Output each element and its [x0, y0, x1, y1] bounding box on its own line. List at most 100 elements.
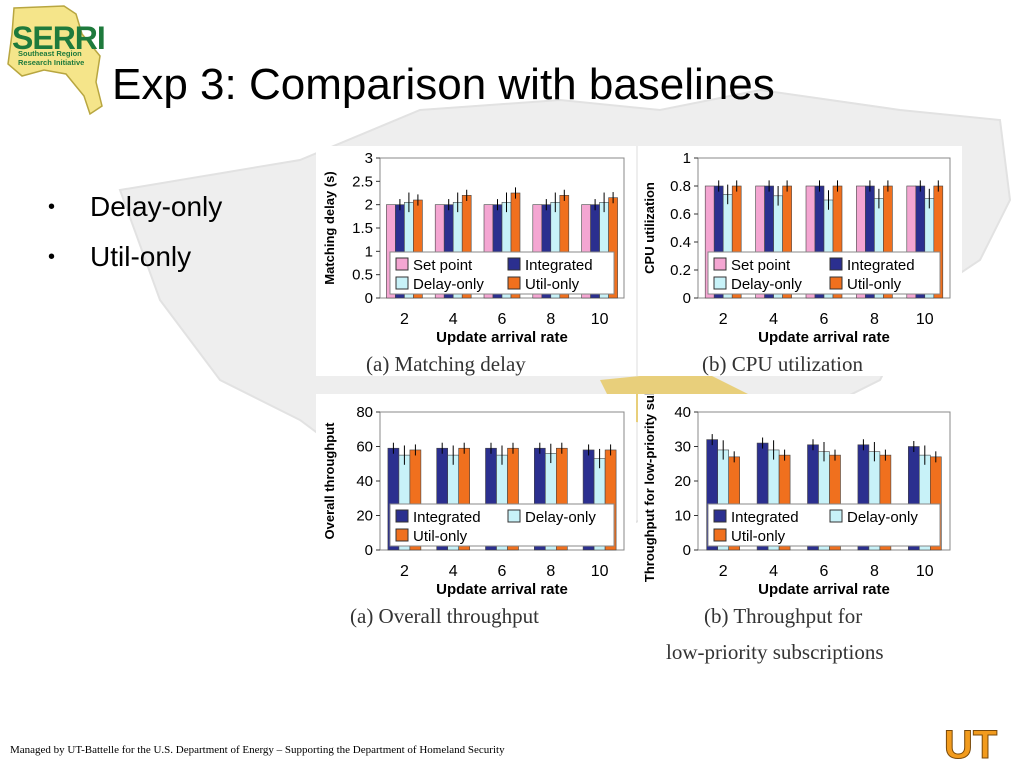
legend-label: Util-only: [413, 528, 468, 545]
y-tick-label: 60: [356, 439, 373, 456]
bullet-item: • Delay-only: [48, 182, 222, 232]
y-axis-label: Overall throughput: [322, 422, 337, 540]
y-tick-label: 0.4: [670, 234, 691, 251]
y-tick-label: 0: [683, 290, 691, 307]
x-axis-label: Update arrival rate: [436, 581, 568, 598]
x-tick-label: 6: [820, 311, 829, 328]
x-tick-label: 8: [870, 563, 879, 580]
x-tick-label: 2: [400, 563, 409, 580]
legend-swatch: [713, 257, 727, 271]
legend-label: Set point: [731, 257, 791, 274]
legend-swatch: [395, 276, 409, 290]
legend-label: Integrated: [525, 257, 593, 274]
x-tick-label: 6: [498, 563, 507, 580]
y-tick-label: 40: [674, 404, 691, 421]
x-tick-label: 4: [769, 563, 778, 580]
bullet-list: • Delay-only • Util-only: [48, 182, 222, 282]
y-tick-label: 40: [356, 473, 373, 490]
caption-throughput-low-priority-2: low-priority subscriptions: [666, 640, 884, 664]
legend-swatch: [829, 257, 843, 271]
legend-label: Delay-only: [413, 276, 484, 293]
legend-box: [389, 503, 615, 547]
bullet-text: Delay-only: [90, 191, 223, 222]
footer-text: Managed by UT-Battelle for the U.S. Depa…: [10, 744, 505, 756]
y-tick-label: 0: [365, 290, 373, 307]
bullet-item: • Util-only: [48, 232, 222, 282]
x-tick-label: 4: [449, 563, 458, 580]
y-tick-label: 0.2: [670, 262, 691, 279]
legend-label: Delay-only: [847, 509, 918, 526]
y-tick-label: 0.5: [352, 267, 373, 284]
y-tick-label: 1: [683, 150, 691, 167]
x-tick-label: 8: [546, 311, 555, 328]
legend-label: Util-only: [731, 528, 786, 545]
legend-swatch: [395, 257, 409, 271]
legend-swatch: [507, 276, 521, 290]
y-tick-label: 0: [683, 542, 691, 559]
legend-box: [389, 251, 615, 295]
legend-swatch: [395, 528, 409, 542]
ut-logo-text: UT: [944, 723, 997, 764]
y-tick-label: 0: [365, 542, 373, 559]
y-tick-label: 10: [674, 508, 691, 525]
legend-label: Delay-only: [731, 276, 802, 293]
y-axis-label: Throughput for low-priority subs: [642, 394, 657, 582]
y-tick-label: 1: [365, 243, 373, 260]
y-tick-label: 20: [356, 508, 373, 525]
slide-title: Exp 3: Comparison with baselines: [112, 60, 775, 109]
y-tick-label: 3: [365, 150, 373, 167]
x-tick-label: 2: [719, 563, 728, 580]
x-tick-label: 2: [400, 311, 409, 328]
legend-label: Util-only: [525, 276, 580, 293]
legend-swatch: [507, 257, 521, 271]
legend-label: Integrated: [731, 509, 799, 526]
legend-swatch: [829, 276, 843, 290]
legend-swatch: [829, 509, 843, 523]
matching-delay-chart: 0 0.5 1 1.5 2 2.5 3 Matching delay (s) 2 4 6 8 10 Upd…: [316, 146, 636, 376]
bullet-text: Util-only: [90, 241, 192, 272]
legend-swatch: [395, 509, 409, 523]
y-tick-label: 0.8: [670, 178, 691, 195]
low-priority-throughput-chart: 0 10 20 30 40 Throughput for low-priority sub…: [638, 394, 962, 604]
bullet-dot-icon: •: [48, 195, 56, 218]
logo-text: SERRI: [12, 20, 106, 56]
x-tick-label: 10: [916, 563, 934, 580]
legend-label: Set point: [413, 257, 473, 274]
y-axis-label: Matching delay (s): [322, 171, 337, 284]
bullet-dot-icon: •: [48, 245, 56, 268]
y-axis-label: CPU utilization: [642, 182, 657, 274]
legend-box: [707, 251, 941, 295]
legend-swatch: [713, 528, 727, 542]
y-tick-label: 1.5: [352, 220, 373, 237]
x-axis-label: Update arrival rate: [758, 581, 890, 598]
y-tick-label: 0.6: [670, 206, 691, 223]
caption-cpu-utilization: (b) CPU utilization: [702, 352, 863, 376]
logo-subtitle: Southeast Region Research Initiative: [18, 49, 85, 67]
x-tick-label: 8: [546, 563, 555, 580]
legend-box: [707, 503, 941, 547]
legend-label: Integrated: [413, 509, 481, 526]
y-tick-label: 20: [674, 473, 691, 490]
y-tick-label: 30: [674, 439, 691, 456]
ut-logo: UT: [940, 718, 1020, 768]
legend-swatch: [713, 509, 727, 523]
overall-throughput-chart: 0 20 40 60 80 Overall throughput 2 4 6 8 10 Update …: [316, 394, 636, 604]
x-tick-label: 6: [498, 311, 507, 328]
legend-swatch: [507, 509, 521, 523]
serri-logo: SERRI Southeast Region Research Initiati…: [4, 4, 108, 116]
caption-overall-throughput: (a) Overall throughput: [350, 604, 539, 628]
x-tick-label: 4: [449, 311, 458, 328]
x-axis-label: Update arrival rate: [436, 329, 568, 346]
y-tick-label: 2: [365, 197, 373, 214]
legend-swatch: [713, 276, 727, 290]
x-tick-label: 10: [591, 311, 609, 328]
caption-matching-delay: (a) Matching delay: [366, 352, 526, 376]
x-tick-label: 10: [591, 563, 609, 580]
legend-label: Delay-only: [525, 509, 596, 526]
y-tick-label: 80: [356, 404, 373, 421]
cpu-utilization-chart: 0 0.2 0.4 0.6 0.8 1 CPU utilization 2 4 6 8 10 Updat…: [638, 146, 962, 376]
x-tick-label: 4: [769, 311, 778, 328]
caption-throughput-low-priority-1: (b) Throughput for: [704, 604, 863, 628]
x-tick-label: 8: [870, 311, 879, 328]
legend-label: Util-only: [847, 276, 902, 293]
